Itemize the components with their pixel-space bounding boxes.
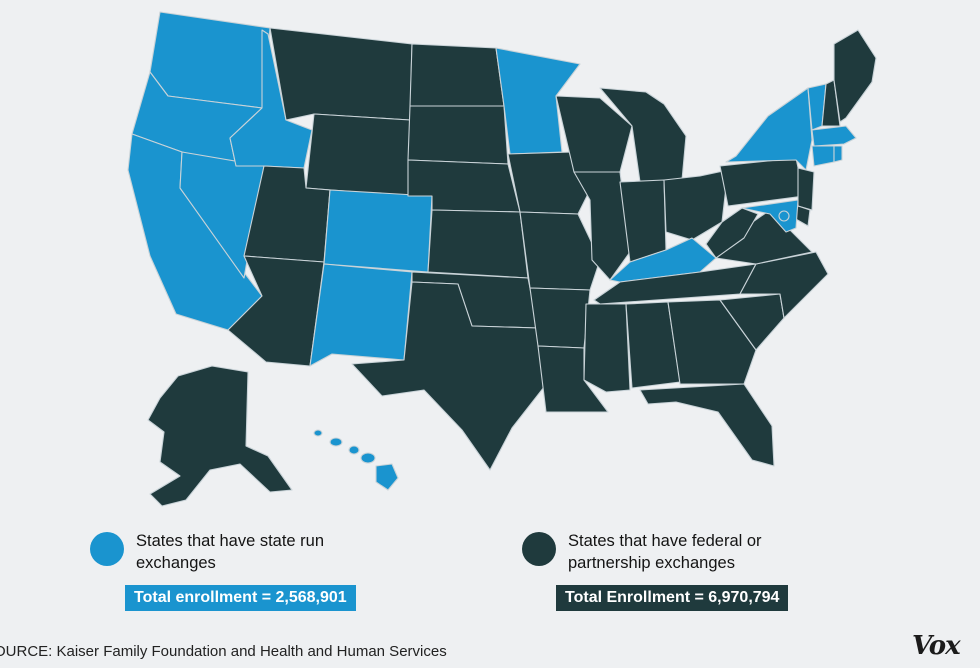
state-ny bbox=[725, 87, 813, 171]
state-ar bbox=[529, 287, 591, 349]
hi-island bbox=[375, 463, 399, 491]
legend-federal-label: States that have federal or partnership … bbox=[568, 532, 762, 572]
state-mt bbox=[269, 27, 413, 121]
state-fl bbox=[639, 383, 775, 467]
federal-total: Total Enrollment = 6,970,794 bbox=[556, 585, 789, 611]
state-nm bbox=[309, 263, 413, 367]
state-md bbox=[741, 199, 799, 233]
hi-island bbox=[313, 429, 323, 437]
legend-state-run: States that have state run exchanges bbox=[90, 530, 346, 574]
state-ms bbox=[583, 303, 631, 393]
vox-logo: Vox bbox=[912, 631, 961, 661]
state-ga bbox=[667, 299, 757, 385]
state-wy bbox=[305, 113, 411, 197]
state-ma bbox=[811, 125, 857, 147]
state-ct bbox=[811, 145, 835, 167]
state-ks bbox=[427, 209, 529, 279]
state-wa bbox=[149, 11, 271, 109]
state-ri bbox=[833, 145, 843, 163]
state-pa bbox=[719, 157, 805, 207]
state-la bbox=[537, 345, 609, 413]
state-tx bbox=[351, 281, 549, 471]
state-ia bbox=[507, 151, 593, 215]
hi-island bbox=[360, 452, 376, 464]
state-az bbox=[227, 255, 325, 367]
state-mo bbox=[519, 211, 601, 291]
hi-island bbox=[348, 445, 360, 455]
hi-island bbox=[329, 437, 343, 447]
state-co bbox=[323, 189, 433, 273]
legend-state-run-label: States that have state run exchanges bbox=[136, 532, 325, 572]
state-nd bbox=[409, 43, 505, 107]
state-wi bbox=[555, 95, 633, 173]
state-sd bbox=[407, 105, 509, 165]
state-mi bbox=[599, 87, 687, 183]
source-note: OURCE: Kaiser Family Foundation and Heal… bbox=[0, 643, 447, 660]
state-run-total: Total enrollment = 2,568,901 bbox=[125, 585, 356, 611]
legend-state-run-dot bbox=[90, 532, 124, 566]
legend-federal: States that have federal or partnership … bbox=[522, 530, 808, 574]
state-ak bbox=[147, 365, 293, 507]
state-me bbox=[833, 29, 877, 123]
state-nj bbox=[797, 167, 815, 211]
state-hi bbox=[313, 429, 399, 491]
legend-federal-dot bbox=[522, 532, 556, 566]
us-map bbox=[127, 11, 877, 507]
state-dc bbox=[778, 210, 790, 222]
